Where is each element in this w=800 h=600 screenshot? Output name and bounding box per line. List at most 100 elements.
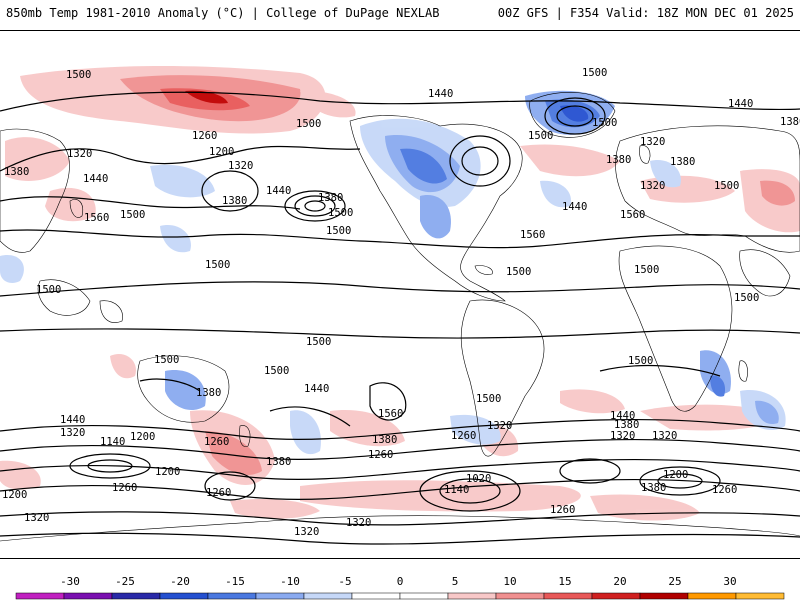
contour-label: 1380 (196, 387, 221, 399)
contour-label: 1380 (614, 419, 639, 431)
contour-label: 1500 (714, 180, 739, 192)
colorbar-segment (447, 592, 497, 600)
colorbar: -30 -25 -20 -15 -10 -5 0 5 10 15 20 25 30 (0, 560, 800, 600)
contour-label: 1260 (451, 430, 476, 442)
contour-label: 1260 (206, 487, 231, 499)
contour-label: 1380 (780, 116, 800, 128)
contour-label: 1200 (663, 469, 688, 481)
contour-label: 1440 (304, 383, 329, 395)
colorbar-svg: -30 -25 -20 -15 -10 -5 0 5 10 15 20 25 30 (15, 575, 785, 600)
contour-label: 1500 (66, 69, 91, 81)
contour-label: 1440 (562, 201, 587, 213)
contour-label: 1200 (209, 146, 234, 158)
contour-label: 1500 (326, 225, 351, 237)
contour-label: 1320 (652, 430, 677, 442)
colorbar-segment (303, 592, 353, 600)
colorbar-tick-label: 10 (503, 575, 516, 588)
contour-label: 1440 (610, 410, 635, 422)
contour-label: 1260 (550, 504, 575, 516)
colorbar-segment (159, 592, 209, 600)
colorbar-segment (351, 592, 401, 600)
colorbar-segment (255, 592, 305, 600)
colorbar-segment (111, 592, 161, 600)
contour-label: 1500 (306, 336, 331, 348)
contour-label: 1500 (154, 354, 179, 366)
contour-label: 1560 (84, 212, 109, 224)
contour-label: 1380 (318, 192, 343, 204)
contour-label: 1500 (264, 365, 289, 377)
contour-label: 1320 (60, 427, 85, 439)
contour-label: 1560 (520, 229, 545, 241)
contour-label: 1380 (222, 195, 247, 207)
contour-label: 1320 (487, 420, 512, 432)
colorbar-segment (639, 592, 689, 600)
contour-label: 1200 (130, 431, 155, 443)
contour-label: 1320 (610, 430, 635, 442)
contour-label: 1320 (640, 180, 665, 192)
colorbar-segment (687, 592, 737, 600)
header: 850mb Temp 1981-2010 Anomaly (°C) | Coll… (0, 0, 800, 30)
colorbar-segment (399, 592, 449, 600)
contour-label: 1440 (60, 414, 85, 426)
colorbar-ticks: -30 -25 -20 -15 -10 -5 0 5 10 15 20 25 30 (60, 575, 737, 588)
contour-label: 1500 (634, 264, 659, 276)
colorbar-segment (735, 592, 785, 600)
contour-label: 1260 (368, 449, 393, 461)
contour-label: 1200 (2, 489, 27, 501)
colorbar-segment (495, 592, 545, 600)
colorbar-tick-label: -30 (60, 575, 80, 588)
contour-label: 1320 (640, 136, 665, 148)
coastlines (0, 92, 800, 542)
contour-label: 1500 (476, 393, 501, 405)
contour-label: 1560 (378, 408, 403, 420)
contour-label: 1500 (506, 266, 531, 278)
colorbar-tick-label: -5 (338, 575, 351, 588)
anomaly-map: 1500 1500 1440 1440 1500 1380 1260 1320 … (0, 30, 800, 559)
contour-label: 1020 (466, 473, 491, 485)
contour-label: 1140 (444, 484, 469, 496)
contour-label: 1440 (83, 173, 108, 185)
map-canvas: 1500 1500 1440 1440 1500 1380 1260 1320 … (0, 65, 800, 545)
contour-label: 1500 (205, 259, 230, 271)
colorbar-segment (543, 592, 593, 600)
contour-label: 1500 (328, 207, 353, 219)
colorbar-tick-label: -15 (225, 575, 245, 588)
contour-label: 1260 (192, 130, 217, 142)
contour-label: 1500 (120, 209, 145, 221)
contour-label: 1380 (372, 434, 397, 446)
height-contours (0, 91, 800, 545)
model-run-info: 00Z GFS | F354 Valid: 18Z MON DEC 01 202… (497, 6, 794, 20)
colorbar-tick-label: -20 (170, 575, 190, 588)
contour-label: 1380 (641, 482, 666, 494)
contour-label: 1380 (670, 156, 695, 168)
contour-label: 1500 (528, 130, 553, 142)
colorbar-tick-label: 25 (668, 575, 681, 588)
contour-label: 1500 (734, 292, 759, 304)
colorbar-segment (63, 592, 113, 600)
map-title: 850mb Temp 1981-2010 Anomaly (°C) | Coll… (6, 6, 440, 20)
colorbar-tick-label: 5 (452, 575, 459, 588)
contour-label: 1260 (204, 436, 229, 448)
colorbar-tick-label: 0 (397, 575, 404, 588)
contour-label: 1260 (712, 484, 737, 496)
colorbar-tick-label: 20 (613, 575, 626, 588)
contour-label: 1320 (346, 517, 371, 529)
contour-label: 1380 (4, 166, 29, 178)
contour-label: 1560 (620, 209, 645, 221)
contour-label: 1140 (100, 436, 125, 448)
contour-label: 1320 (294, 526, 319, 538)
contour-label: 1320 (228, 160, 253, 172)
colorbar-segment (207, 592, 257, 600)
colorbar-segment (591, 592, 641, 600)
contour-label: 1320 (67, 148, 92, 160)
contour-label: 1500 (582, 67, 607, 79)
anomaly-shading (0, 65, 800, 521)
contour-labels: 1500 1500 1440 1440 1500 1380 1260 1320 … (2, 67, 800, 538)
contour-label: 1440 (266, 185, 291, 197)
contour-label: 1200 (155, 466, 180, 478)
colorbar-segments (15, 592, 785, 600)
contour-label: 1260 (112, 482, 137, 494)
contour-label: 1380 (266, 456, 291, 468)
contour-label: 1440 (728, 98, 753, 110)
contour-label: 1500 (36, 284, 61, 296)
